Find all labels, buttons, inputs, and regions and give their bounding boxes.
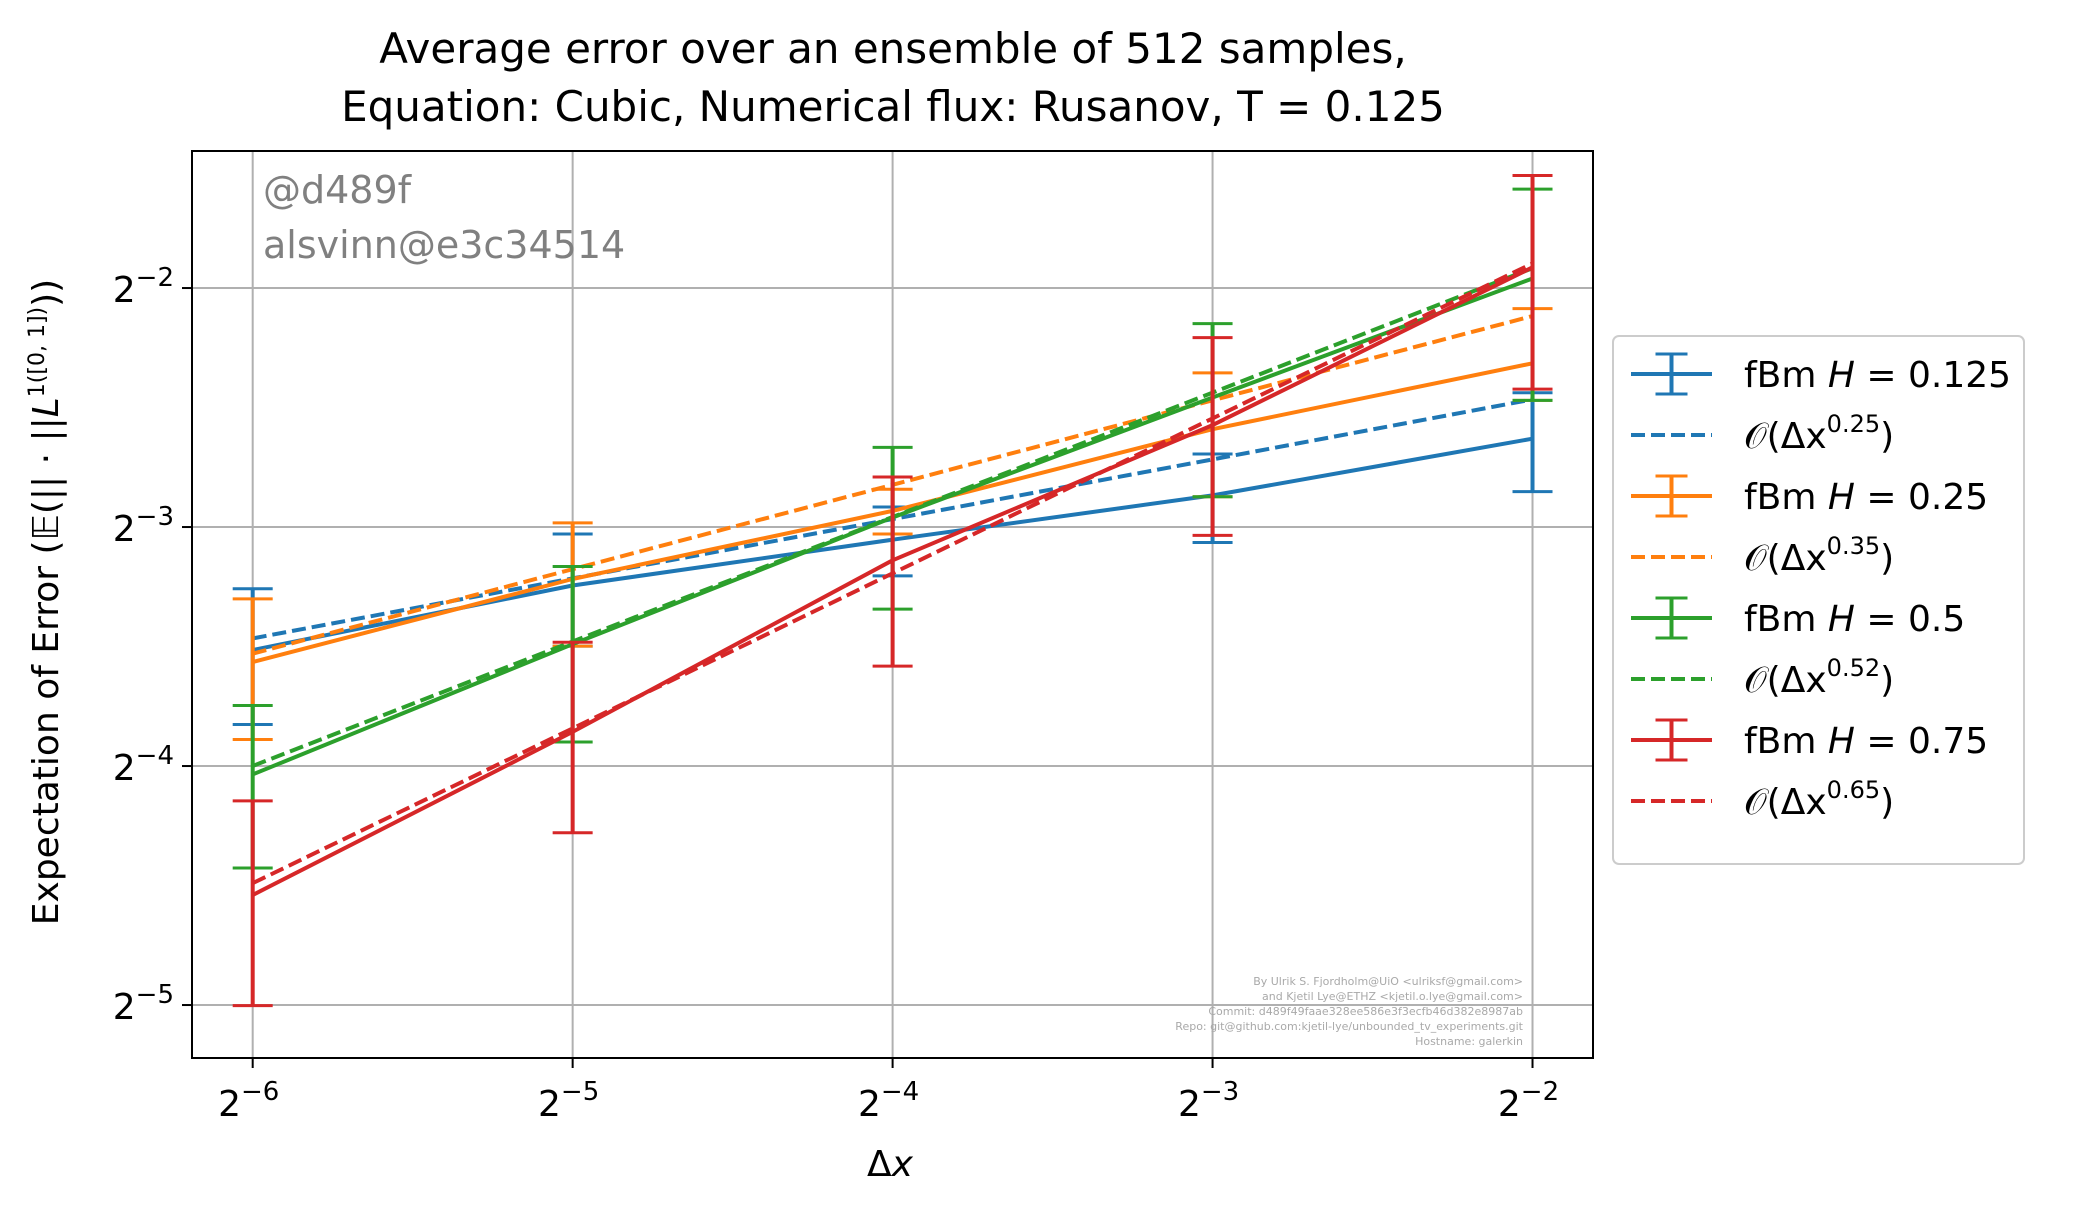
legend-item-5: fBm H = 0.5 bbox=[1631, 596, 1965, 640]
watermark-commit: @d489f bbox=[263, 168, 413, 212]
legend-label: fBm H = 0.25 bbox=[1744, 477, 1988, 518]
legend-item-4: 𝒪(Δx0.35) bbox=[1631, 532, 1894, 579]
reference-slope-line bbox=[251, 261, 1534, 886]
chart-title-line-2: Equation: Cubic, Numerical flux: Rusanov… bbox=[341, 82, 1445, 131]
legend: fBm H = 0.125 𝒪(Δx0.25) fBm H = 0.25 𝒪(Δx0.… bbox=[1612, 335, 2025, 865]
y-tick-label: 2−2 bbox=[113, 263, 174, 311]
legend-item-7: fBm H = 0.75 bbox=[1631, 718, 1988, 762]
credit-line-2: and Kjetil Lye@ETHZ <kjetil.o.lye@gmail.… bbox=[1262, 990, 1523, 1003]
x-tick-label: 2−4 bbox=[858, 1077, 919, 1125]
x-axis-label: Δx bbox=[867, 1144, 914, 1185]
legend-label: fBm H = 0.5 bbox=[1744, 599, 1965, 640]
series-layer bbox=[232, 173, 1553, 1008]
credit-line-4: Repo: git@github.com:kjetil-lye/unbounde… bbox=[1175, 1020, 1523, 1033]
y-tick-label: 2−4 bbox=[113, 741, 174, 789]
legend-label: 𝒪(Δx0.52) bbox=[1744, 654, 1894, 701]
legend-label: 𝒪(Δx0.25) bbox=[1744, 410, 1894, 457]
legend-item-2: 𝒪(Δx0.25) bbox=[1631, 410, 1894, 457]
x-tick-label: 2−3 bbox=[1178, 1077, 1239, 1125]
legend-item-6: 𝒪(Δx0.52) bbox=[1631, 654, 1894, 701]
legend-item-1: fBm H = 0.125 bbox=[1631, 352, 2011, 396]
credit-line-1: By Ulrik S. Fjordholm@UiO <ulriksf@gmail… bbox=[1253, 975, 1523, 988]
x-tick-label: 2−5 bbox=[538, 1077, 599, 1125]
x-tick-label: 2−6 bbox=[218, 1077, 279, 1125]
legend-item-8: 𝒪(Δx0.65) bbox=[1631, 776, 1894, 823]
series-7 bbox=[232, 173, 1553, 1008]
legend-item-3: fBm H = 0.25 bbox=[1631, 474, 1988, 518]
watermark-repo: alsvinn@e3c34514 bbox=[263, 223, 625, 267]
legend-box bbox=[1612, 335, 2025, 865]
credit-line-5: Hostname: galerkin bbox=[1415, 1035, 1523, 1048]
plot-frame bbox=[191, 150, 1594, 1059]
credit-line-3: Commit: d489f49faae328ee586e3f3ecfb46d38… bbox=[1208, 1005, 1523, 1018]
y-tick-label: 2−5 bbox=[113, 980, 174, 1028]
legend-label: fBm H = 0.125 bbox=[1744, 355, 2011, 396]
series-8 bbox=[251, 261, 1534, 886]
axis-ticks: 2−6 2−5 2−4 2−3 2−2 2−5 2−4 2−3 2−2 bbox=[113, 263, 1559, 1125]
legend-label: 𝒪(Δx0.65) bbox=[1744, 776, 1894, 823]
legend-label: 𝒪(Δx0.35) bbox=[1744, 532, 1894, 579]
y-tick-label: 2−3 bbox=[113, 502, 174, 550]
x-tick-label: 2−2 bbox=[1498, 1077, 1559, 1125]
legend-label: fBm H = 0.75 bbox=[1744, 721, 1988, 762]
chart-title-line-1: Average error over an ensemble of 512 sa… bbox=[379, 24, 1406, 73]
